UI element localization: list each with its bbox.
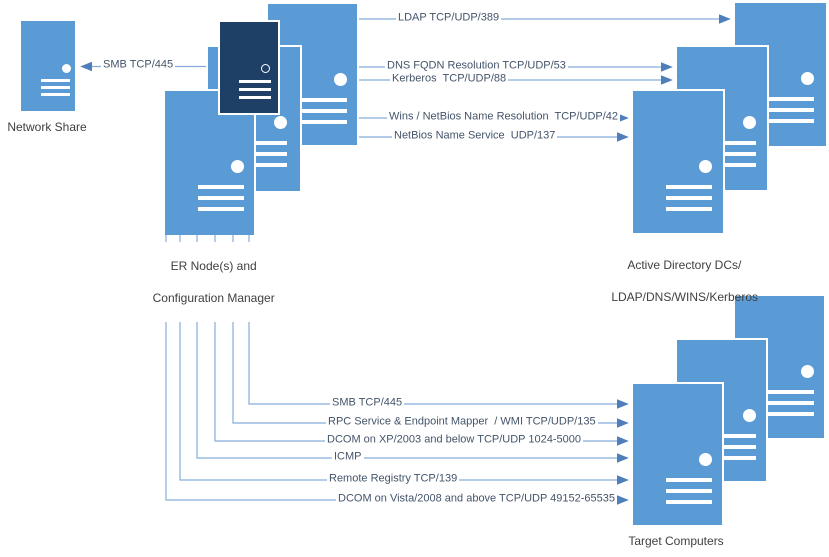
server-vent-icon [768,390,814,394]
node-label-active-directory: Active Directory DCs/ LDAP/DNS/WINS/Kerb… [588,241,768,321]
server-vent-icon [768,108,814,112]
connector-label-remote-registry: Remote Registry TCP/139 [327,472,460,486]
server-led-icon [261,64,270,73]
server-vent-icon [241,152,287,156]
server-vent-icon [666,489,712,493]
connector-label-smb-share: SMB TCP/445 [101,58,176,72]
connector-label-rpc-wmi: RPC Service & Endpoint Mapper / WMI TCP/… [326,415,598,429]
server-vent-icon [710,434,756,438]
server-led-icon [699,453,712,466]
server-vent-icon [198,185,244,189]
server-icon-network-share [19,19,77,113]
server-vent-icon [241,141,287,145]
server-led-icon [801,365,814,378]
server-vent-icon [239,96,271,99]
connector-label-wins-netbios: Wins / NetBios Name Resolution TCP/UDP/4… [387,110,621,124]
connector-label-dcom-vista: DCOM on Vista/2008 and above TCP/UDP 491… [336,492,618,506]
connector-label-netbios-name: NetBios Name Service UDP/137 [392,129,558,143]
node-label-ad-line2: LDAP/DNS/WINS/Kerberos [611,290,759,304]
server-led-icon [699,160,712,173]
connector-label-icmp: ICMP [332,450,364,464]
server-vent-icon [768,119,814,123]
server-vent-icon [666,478,712,482]
server-vent-icon [710,163,756,167]
connector-label-kerberos: Kerberos TCP/UDP/88 [390,72,509,86]
server-vent-icon [710,445,756,449]
server-icon-target-front [631,382,724,527]
server-vent-icon [666,185,712,189]
connector-label-dcom-xp: DCOM on XP/2003 and below TCP/UDP 1024-5… [325,433,583,447]
server-vent-icon [301,120,347,124]
node-label-target-computers: Target Computers [628,534,724,548]
server-icon-ad-front [631,89,725,235]
connector-label-ldap: LDAP TCP/UDP/389 [396,11,502,25]
server-vent-icon [301,98,347,102]
node-label-ad-line1: Active Directory DCs/ [627,258,742,272]
server-vent-icon [239,88,271,91]
server-led-icon [743,409,756,422]
server-vent-icon [710,141,756,145]
server-vent-icon [239,80,271,83]
server-vent-icon [768,97,814,101]
server-vent-icon [198,196,244,200]
server-vent-icon [768,401,814,405]
server-vent-icon [301,109,347,113]
server-led-icon [274,116,287,129]
node-label-er-line1: ER Node(s) and [170,259,257,273]
server-vent-icon [41,86,70,89]
server-vent-icon [41,93,70,96]
node-label-network-share: Network Share [7,120,87,134]
server-vent-icon [710,456,756,460]
server-led-icon [334,73,347,86]
server-vent-icon [768,412,814,416]
node-label-er-line2: Configuration Manager [152,291,275,305]
server-vent-icon [666,196,712,200]
server-vent-icon [198,207,244,211]
connector-label-smb-target: SMB TCP/445 [330,396,405,410]
server-vent-icon [241,163,287,167]
server-vent-icon [666,500,712,504]
server-vent-icon [710,152,756,156]
server-led-icon [231,160,244,173]
server-vent-icon [41,79,70,82]
server-led-icon [62,64,71,73]
node-label-er-nodes: ER Node(s) and Configuration Manager [117,242,297,322]
server-icon-er-dark [218,20,280,115]
server-led-icon [743,116,756,129]
arrow-smb-target [248,235,629,409]
server-vent-icon [666,207,712,211]
server-led-icon [801,72,814,85]
connector-label-dns-fqdn: DNS FQDN Resolution TCP/UDP/53 [385,59,568,73]
